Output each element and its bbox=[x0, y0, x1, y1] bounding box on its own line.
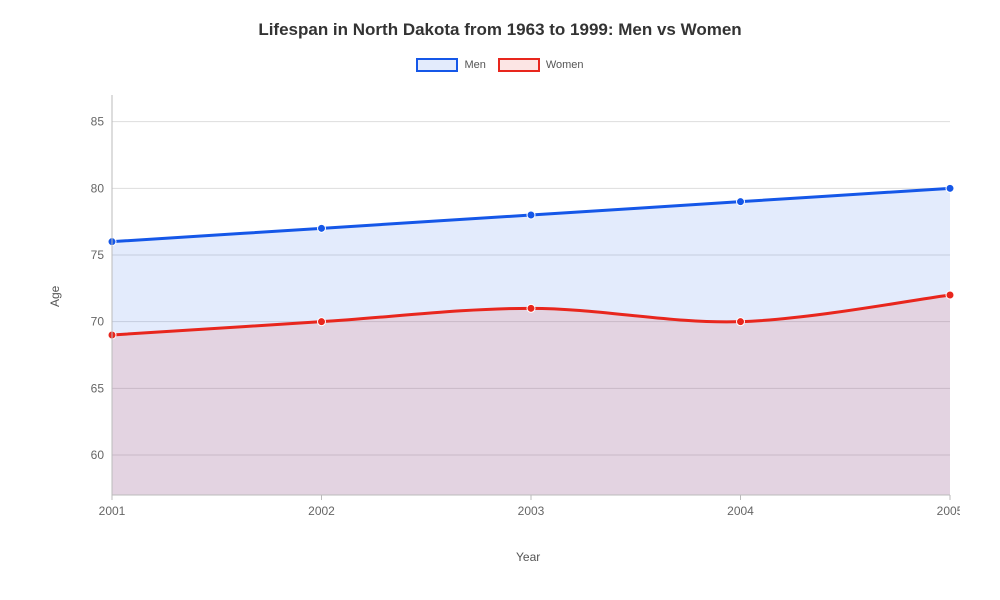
x-ticks: 2001 2002 2003 2004 2005 bbox=[99, 495, 960, 518]
y-tick-label: 85 bbox=[91, 115, 105, 129]
x-tick-label: 2002 bbox=[308, 504, 335, 518]
y-tick-label: 60 bbox=[91, 448, 105, 462]
chart-title: Lifespan in North Dakota from 1963 to 19… bbox=[0, 20, 1000, 40]
legend-item-men[interactable]: Men bbox=[416, 58, 485, 72]
data-point-women[interactable] bbox=[946, 291, 954, 299]
x-tick-label: 2003 bbox=[518, 504, 545, 518]
data-point-women[interactable] bbox=[737, 318, 745, 326]
y-tick-label: 80 bbox=[91, 181, 105, 195]
y-ticks: 60 65 70 75 80 85 bbox=[91, 115, 105, 462]
legend-label-men: Men bbox=[464, 59, 485, 71]
y-tick-label: 65 bbox=[91, 381, 105, 395]
legend-swatch-men bbox=[416, 58, 458, 72]
x-tick-label: 2001 bbox=[99, 504, 126, 518]
data-point-women[interactable] bbox=[527, 304, 535, 312]
data-point-women[interactable] bbox=[318, 318, 326, 326]
data-point-men[interactable] bbox=[318, 224, 326, 232]
x-tick-label: 2004 bbox=[727, 504, 754, 518]
data-point-men[interactable] bbox=[946, 184, 954, 192]
legend: Men Women bbox=[0, 58, 1000, 72]
data-point-men[interactable] bbox=[527, 211, 535, 219]
legend-swatch-women bbox=[498, 58, 540, 72]
data-point-men[interactable] bbox=[737, 198, 745, 206]
y-axis-label: Age bbox=[48, 286, 62, 307]
legend-label-women: Women bbox=[546, 59, 584, 71]
y-tick-label: 75 bbox=[91, 248, 105, 262]
x-tick-label: 2005 bbox=[937, 504, 960, 518]
y-tick-label: 70 bbox=[91, 315, 105, 329]
legend-item-women[interactable]: Women bbox=[498, 58, 584, 72]
x-axis-label: Year bbox=[516, 550, 540, 564]
chart-svg: 2001 2002 2003 2004 2005 60 65 70 75 80 85 bbox=[80, 85, 960, 535]
chart-container: Lifespan in North Dakota from 1963 to 19… bbox=[0, 0, 1000, 600]
plot-area: 2001 2002 2003 2004 2005 60 65 70 75 80 85 bbox=[80, 85, 960, 535]
